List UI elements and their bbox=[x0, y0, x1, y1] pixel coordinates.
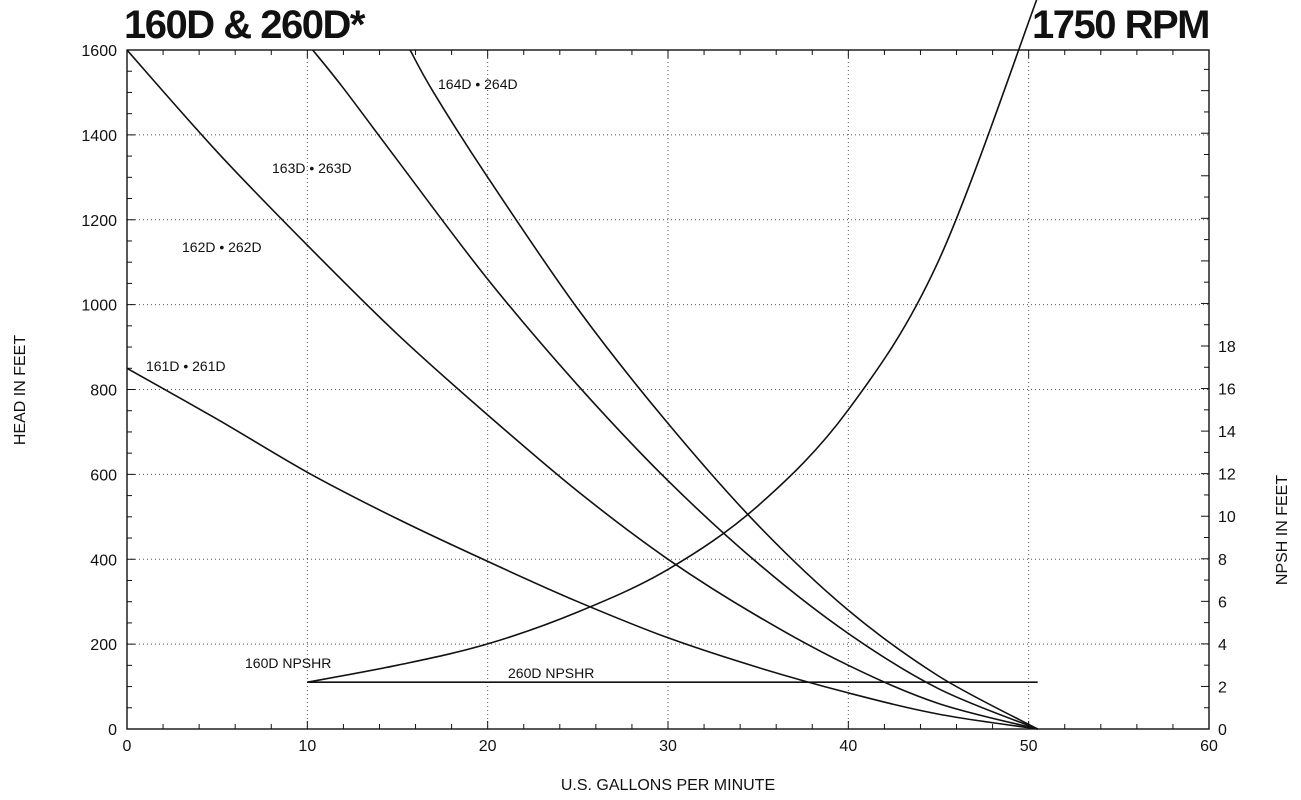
x-tick-label-60: 60 bbox=[1200, 738, 1218, 755]
chart-title-left: 160D & 260D* bbox=[124, 3, 366, 47]
x-axis-label: U.S. GALLONS PER MINUTE bbox=[561, 777, 775, 794]
y-left-tick-label-1600: 1600 bbox=[81, 43, 117, 60]
grid-layer bbox=[127, 50, 1209, 729]
y-left-tick-label-1200: 1200 bbox=[81, 213, 117, 230]
curve-label-163d: 163D • 263D bbox=[272, 160, 352, 176]
series-164d bbox=[409, 49, 1039, 730]
y-right-tick-label-6: 6 bbox=[1218, 594, 1227, 611]
curve-label-260d-npshr: 260D NPSHR bbox=[508, 665, 594, 681]
curve-label-162d: 162D • 262D bbox=[182, 239, 262, 255]
y-left-tick-label-1000: 1000 bbox=[81, 298, 117, 315]
y-right-tick-label-16: 16 bbox=[1218, 382, 1236, 399]
series-161d bbox=[126, 367, 1038, 730]
curve-label-164d: 164D • 264D bbox=[438, 76, 518, 92]
y-right-tick-label-0: 0 bbox=[1218, 722, 1227, 739]
y-axis-label-left: HEAD IN FEET bbox=[12, 335, 29, 445]
chart-title-right: 1750 RPM bbox=[1032, 3, 1209, 47]
y-left-tick-label-400: 400 bbox=[90, 552, 117, 569]
x-tick-label-20: 20 bbox=[479, 738, 497, 755]
y-right-tick-label-14: 14 bbox=[1218, 424, 1236, 441]
curve-layer bbox=[126, 0, 1039, 730]
y-left-tick-label-800: 800 bbox=[90, 383, 117, 400]
series-162d bbox=[126, 49, 1038, 730]
y-left-tick-label-600: 600 bbox=[90, 467, 117, 484]
series-160d-npshr bbox=[307, 0, 1038, 683]
y-right-tick-label-18: 18 bbox=[1218, 339, 1236, 356]
y-right-tick-label-10: 10 bbox=[1218, 509, 1236, 526]
y-right-tick-label-2: 2 bbox=[1218, 679, 1227, 696]
y-right-tick-label-8: 8 bbox=[1218, 552, 1227, 569]
y-left-tick-label-1400: 1400 bbox=[81, 128, 117, 145]
x-tick-label-30: 30 bbox=[659, 738, 677, 755]
y-left-tick-label-0: 0 bbox=[108, 722, 117, 739]
series-163d bbox=[312, 49, 1039, 730]
y-axis-label-right: NPSH IN FEET bbox=[1274, 475, 1291, 585]
y-right-tick-label-12: 12 bbox=[1218, 467, 1236, 484]
tick-layer: 0 10 20 30 40 50 60020040060080010001200140016… bbox=[81, 43, 1235, 755]
curve-label-160d-npshr: 160D NPSHR bbox=[245, 655, 331, 671]
curve-label-161d: 161D • 261D bbox=[146, 358, 226, 374]
x-tick-label-40: 40 bbox=[839, 738, 857, 755]
y-left-tick-label-200: 200 bbox=[90, 637, 117, 654]
x-tick-label-0: 0 bbox=[123, 738, 132, 755]
plot-frame bbox=[126, 49, 1210, 730]
y-right-tick-label-4: 4 bbox=[1218, 637, 1227, 654]
x-tick-label-10: 10 bbox=[298, 738, 316, 755]
x-tick-label-50: 50 bbox=[1020, 738, 1038, 755]
